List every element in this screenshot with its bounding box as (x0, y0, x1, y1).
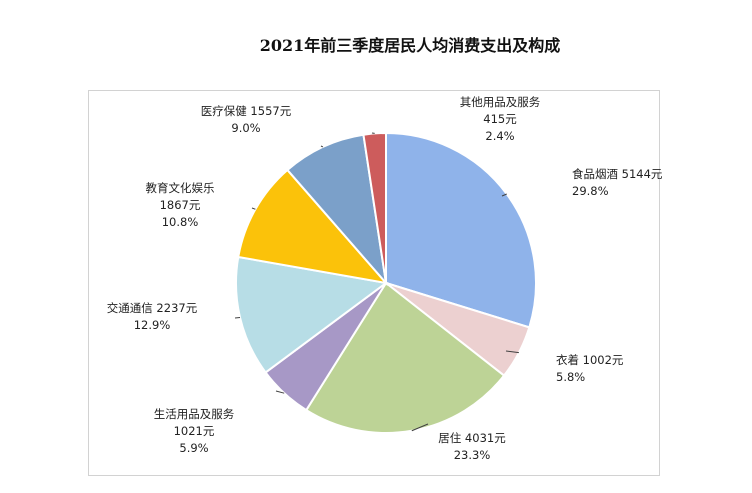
leader-line (505, 350, 519, 354)
chart-title: 2021年前三季度居民人均消费支出及构成 (259, 36, 561, 55)
slice-percent-label: 9.0% (231, 121, 260, 135)
slice-percent-label: 29.8% (572, 184, 609, 198)
slice-percent-label: 23.3% (454, 448, 491, 462)
slice-percent-label: 2.4% (485, 129, 514, 143)
slice-name-label: 食品烟酒 5144元 (572, 167, 663, 181)
slice-percent-label: 12.9% (134, 318, 171, 332)
pie-slice (304, 281, 506, 434)
slice-label: 其他用品及服务 415元 2.4% (460, 95, 541, 143)
slice-name-label: 415元 (483, 112, 517, 126)
leader-line (411, 423, 429, 432)
slice-percent-label: 5.9% (179, 441, 208, 455)
slice-name-label: 居住 4031元 (438, 431, 506, 445)
slice-label: 教育文化娱乐 1867元 10.8% (146, 181, 215, 229)
leader-line (320, 145, 324, 148)
slice-label: 居住 4031元 23.3% (438, 431, 506, 462)
slice-name-label: 1021元 (174, 424, 215, 438)
slice-name-label: 衣着 1002元 (556, 353, 624, 367)
slice-label: 医疗保健 1557元 9.0% (201, 104, 292, 135)
pie-slice (285, 133, 388, 287)
pie-slice (237, 168, 389, 285)
slice-name-label: 1867元 (160, 198, 201, 212)
slice-label: 生活用品及服务 1021元 5.9% (154, 407, 235, 455)
slice-label: 食品烟酒 5144元 29.8% (572, 167, 663, 198)
pie-slice (235, 255, 389, 374)
slice-percent-label: 10.8% (162, 215, 199, 229)
slice-name-label: 交通通信 2237元 (107, 301, 198, 315)
slice-name-label: 其他用品及服务 (460, 95, 541, 109)
slice-name-label: 生活用品及服务 (154, 407, 235, 421)
slice-percent-label: 5.8% (556, 370, 585, 384)
slice-name-label: 教育文化娱乐 (146, 181, 215, 195)
leader-line (251, 207, 256, 210)
leader-line (501, 193, 507, 197)
slice-name-label: 医疗保健 1557元 (201, 104, 292, 118)
slice-label: 交通通信 2237元 12.9% (107, 301, 198, 332)
leader-line (275, 390, 285, 394)
slice-label: 衣着 1002元 5.8% (556, 353, 624, 384)
